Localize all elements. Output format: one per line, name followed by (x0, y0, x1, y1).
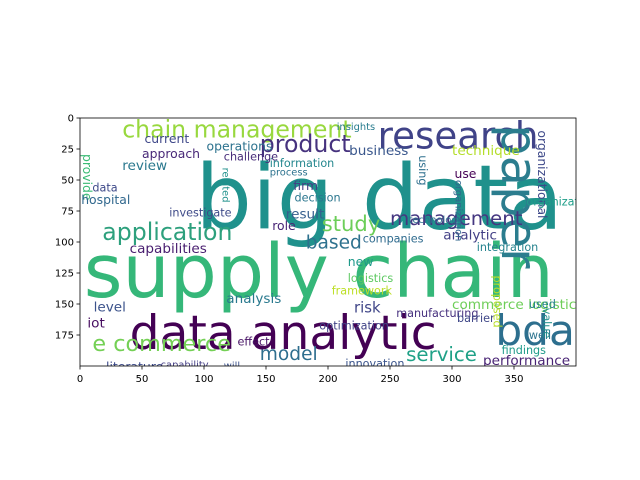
word-8: product (260, 130, 351, 158)
word-56: used (529, 298, 556, 311)
word-64: using (416, 155, 429, 185)
word-11: e commerce (92, 331, 231, 357)
x-tick-label-1: 50 (136, 374, 149, 385)
word-18: review (122, 158, 167, 174)
x-tick-label-3: 150 (256, 374, 275, 385)
word-17: provide (80, 154, 95, 201)
y-tick-label-2: 50 (61, 176, 74, 187)
y-tick-label-7: 175 (55, 331, 74, 342)
word-30: result (286, 207, 324, 223)
word-55: use (455, 166, 477, 181)
word-4: research (378, 114, 539, 158)
word-12: service (406, 343, 477, 366)
y-tick-label-6: 150 (55, 300, 74, 311)
word-49: literature (106, 359, 163, 374)
x-tick-label-0: 0 (77, 374, 83, 385)
word-7: application (102, 218, 232, 246)
y-tick-label-3: 75 (61, 207, 74, 218)
word-54: insights (337, 122, 375, 133)
word-33: investigate (169, 206, 231, 219)
word-3: bda (495, 306, 574, 355)
word-47: performance (483, 353, 570, 369)
word-45: barrier (457, 312, 495, 325)
word-61: process (270, 168, 308, 179)
x-tick-label-4: 200 (318, 374, 337, 385)
y-tick-label-0: 0 (68, 114, 74, 125)
word-23: iot (87, 316, 104, 332)
word-60: related (219, 168, 230, 203)
word-38: framework (332, 285, 393, 298)
axes-layer: 0 50 100 150 200 250 300 350 0 25 50 75 100 125 150 175 (55, 114, 577, 385)
word-34: role (272, 218, 295, 233)
word-41: analytic (443, 228, 497, 244)
word-44: commerce logistics (452, 297, 583, 313)
word-58: organizational (535, 130, 550, 218)
word-21: capabilities (130, 241, 207, 257)
plot-area (80, 118, 576, 366)
word-26: approach (142, 146, 200, 161)
word-2: data analytic (130, 306, 437, 361)
word-10: study (322, 211, 381, 236)
word-48: innovation (345, 358, 404, 371)
word-0: big data (195, 146, 563, 250)
word-13: model (260, 344, 318, 365)
word-51: will (224, 361, 240, 372)
word-16: technique (452, 143, 520, 159)
word-40: companies (363, 233, 424, 246)
x-tick-label-2: 100 (194, 374, 213, 385)
word-53: technology (409, 215, 464, 226)
word-5: paper (490, 124, 548, 269)
word-27: operations (207, 139, 273, 154)
y-tick-label-5: 125 (55, 269, 74, 280)
word-6: chain management (122, 115, 351, 143)
x-tick-label-7: 350 (504, 374, 523, 385)
word-50: capability (161, 360, 209, 371)
word-29: information (270, 157, 335, 170)
word-28: challenge (224, 151, 278, 164)
word-22: level (94, 300, 126, 316)
word-24: analysis (226, 291, 281, 307)
word-20: hospital (81, 192, 130, 207)
word-42: integration (477, 241, 538, 254)
word-57: well (529, 329, 551, 342)
word-62: proposed (491, 276, 504, 328)
word-46: findings (502, 344, 547, 357)
word-36: logistics (348, 272, 394, 285)
y-tick-label-1: 25 (61, 145, 74, 156)
word-32: decision (295, 192, 341, 205)
word-52: effect (238, 335, 271, 348)
word-59: organizational (526, 195, 606, 208)
word-1: supply chain (84, 228, 554, 315)
word-15: business (349, 143, 408, 159)
x-tick-label-5: 250 (380, 374, 399, 385)
word-39: optimization (319, 319, 389, 332)
word-37: risk (354, 299, 381, 317)
plot-background (80, 118, 576, 366)
word-43: manufacturing (396, 307, 478, 320)
word-31: firm (293, 178, 318, 193)
word-63: value (540, 308, 553, 339)
y-tick-label-4: 100 (55, 238, 74, 249)
word-9: management (390, 207, 523, 230)
word-25: current (145, 131, 190, 146)
word-35: new (348, 254, 374, 269)
x-tick-label-6: 300 (442, 374, 461, 385)
word-65: organization (452, 180, 463, 241)
word-19: data (92, 182, 117, 195)
word-14: based (306, 233, 362, 254)
